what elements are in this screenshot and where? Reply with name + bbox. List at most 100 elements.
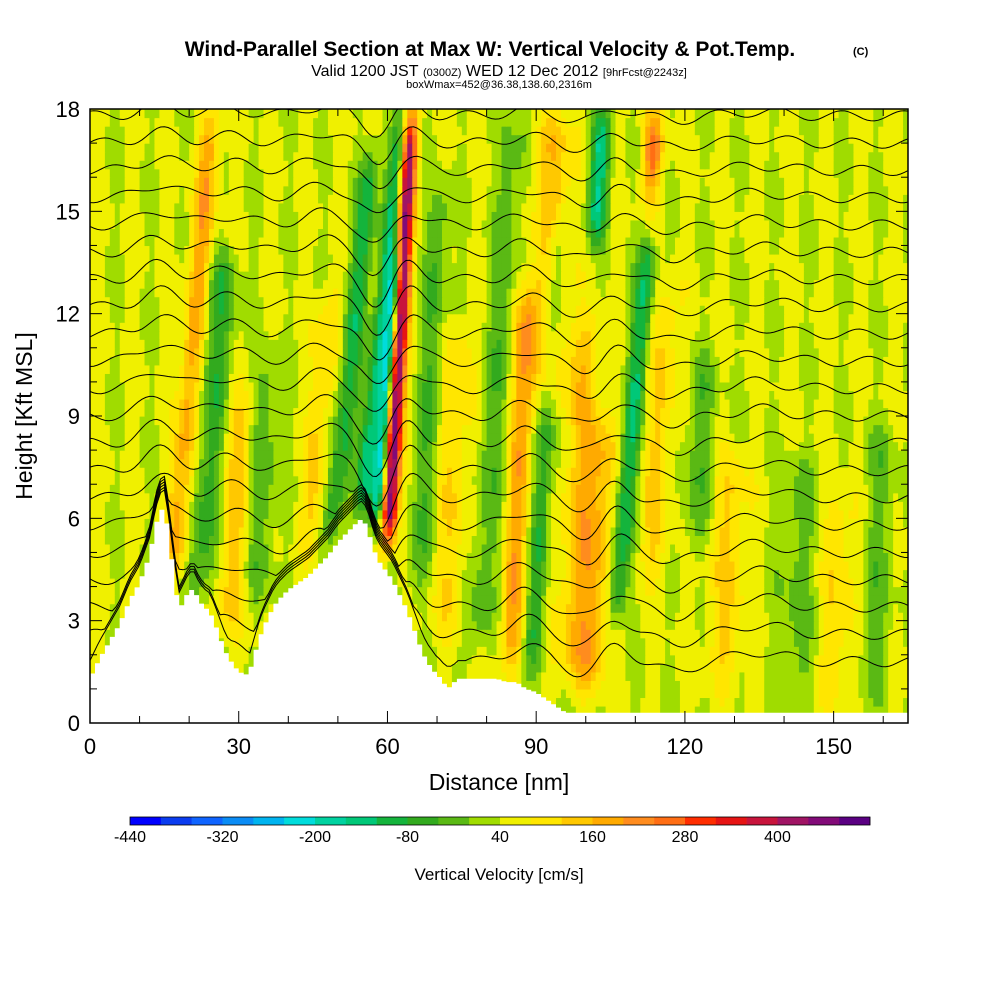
velocity-cell	[422, 569, 428, 579]
velocity-cell	[461, 646, 468, 656]
velocity-cell	[94, 603, 101, 613]
velocity-cell	[729, 552, 736, 562]
velocity-cell	[808, 629, 815, 639]
velocity-cell	[739, 484, 745, 494]
velocity-cell	[719, 467, 726, 477]
velocity-cell	[635, 586, 641, 596]
velocity-cell	[699, 492, 706, 502]
velocity-cell	[719, 688, 726, 699]
velocity-cell	[501, 595, 508, 605]
velocity-cell	[556, 637, 562, 647]
velocity-cell	[451, 663, 458, 673]
velocity-cell	[863, 509, 869, 519]
velocity-cell	[541, 509, 547, 519]
velocity-cell	[139, 535, 146, 545]
velocity-cell	[610, 629, 617, 639]
velocity-cell	[858, 654, 864, 664]
velocity-cell	[570, 663, 577, 673]
velocity-cell	[739, 518, 745, 528]
velocity-cell	[516, 569, 522, 579]
velocity-cell	[640, 526, 646, 536]
velocity-cell	[471, 620, 478, 630]
velocity-cell	[744, 569, 750, 579]
velocity-cell	[734, 552, 741, 562]
velocity-cell	[521, 552, 527, 562]
velocity-cell	[590, 475, 597, 485]
velocity-cell	[803, 629, 810, 639]
velocity-cell	[481, 518, 488, 528]
velocity-cell	[630, 680, 636, 690]
velocity-cell	[263, 569, 270, 579]
velocity-cell	[531, 671, 537, 681]
velocity-cell	[679, 654, 686, 664]
velocity-cell	[486, 595, 493, 605]
velocity-cell	[714, 535, 721, 545]
velocity-cell	[903, 526, 908, 536]
velocity-cell	[496, 518, 503, 528]
velocity-cell	[724, 578, 731, 588]
velocity-cell	[684, 467, 691, 477]
velocity-cell	[699, 629, 706, 639]
velocity-cell	[610, 543, 617, 554]
velocity-cell	[392, 509, 398, 519]
velocity-cell	[764, 586, 770, 596]
velocity-cell	[818, 654, 825, 664]
velocity-cell	[248, 501, 255, 511]
velocity-cell	[546, 620, 552, 630]
velocity-cell	[734, 526, 741, 536]
velocity-cell	[670, 569, 676, 579]
velocity-cell	[610, 509, 617, 519]
velocity-cell	[813, 629, 820, 639]
velocity-cell	[585, 620, 592, 630]
velocity-cell	[684, 552, 691, 562]
velocity-cell	[441, 620, 448, 630]
velocity-cell	[228, 543, 235, 554]
velocity-cell	[223, 467, 230, 477]
velocity-cell	[784, 663, 790, 673]
velocity-cell	[570, 526, 577, 536]
velocity-cell	[903, 688, 908, 699]
velocity-cell	[253, 552, 260, 562]
velocity-cell	[679, 560, 686, 571]
velocity-cell	[704, 603, 711, 613]
velocity-cell	[595, 492, 602, 502]
velocity-cell	[99, 509, 106, 519]
velocity-cell	[863, 603, 869, 613]
velocity-cell	[99, 492, 106, 502]
velocity-cell	[665, 586, 671, 596]
velocity-cell	[630, 492, 636, 502]
velocity-cell	[739, 654, 745, 664]
velocity-cell	[645, 646, 651, 656]
velocity-cell	[784, 467, 790, 477]
velocity-cell	[798, 526, 805, 536]
velocity-cell	[417, 475, 423, 485]
velocity-cell	[848, 637, 855, 647]
velocity-cell	[798, 697, 805, 707]
velocity-cell	[893, 484, 899, 494]
velocity-cell	[784, 578, 790, 588]
velocity-cell	[134, 484, 141, 494]
velocity-cell	[808, 586, 815, 596]
velocity-cell	[793, 612, 800, 622]
velocity-cell	[432, 535, 438, 545]
velocity-cell	[759, 535, 765, 545]
velocity-cell	[541, 518, 547, 528]
velocity-cell	[258, 543, 265, 554]
velocity-cell	[724, 595, 731, 605]
velocity-cell	[496, 646, 503, 656]
velocity-cell	[551, 518, 557, 528]
velocity-cell	[655, 612, 661, 622]
velocity-cell	[848, 526, 855, 536]
velocity-cell	[739, 603, 745, 613]
velocity-cell	[159, 467, 165, 477]
velocity-cell	[204, 603, 210, 613]
velocity-cell	[655, 595, 661, 605]
velocity-cell	[858, 680, 864, 690]
velocity-cell	[605, 518, 612, 528]
velocity-cell	[779, 543, 785, 554]
velocity-cell	[441, 654, 448, 664]
velocity-cell	[823, 467, 830, 477]
velocity-cell	[194, 484, 200, 494]
velocity-cell	[432, 620, 438, 630]
velocity-cell	[605, 637, 612, 647]
